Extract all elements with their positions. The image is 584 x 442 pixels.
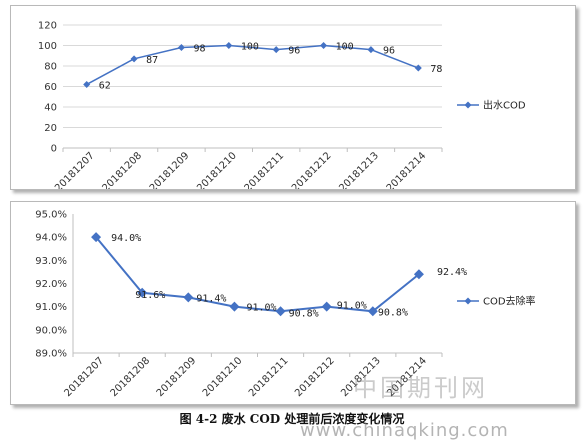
- data-label: 92.4%: [437, 267, 467, 278]
- series-line: [95, 236, 420, 313]
- y-tick-label: 120: [38, 21, 57, 32]
- data-label: 91.0%: [246, 303, 276, 314]
- data-label: 96: [288, 46, 300, 57]
- x-tick-label: 20181209: [148, 150, 192, 189]
- data-label: 91.0%: [337, 301, 367, 312]
- chart-panel-removal-rate: 89.0% 90.0% 91.0% 92.0% 93.0% 94.0% 95.0% 20181…: [10, 201, 576, 405]
- data-point: [414, 64, 422, 72]
- y-tick-label: 0: [51, 144, 57, 155]
- y-tick-label: 93.0%: [35, 256, 67, 267]
- data-label: 100: [241, 42, 259, 53]
- x-tick-label: 20181211: [247, 355, 291, 399]
- y-tick-label: 80: [44, 62, 57, 73]
- y-tick-label: 100: [38, 41, 57, 52]
- data-point: [225, 42, 233, 49]
- data-label: 98: [193, 44, 205, 55]
- data-label: 62: [99, 80, 111, 91]
- legend-marker: [464, 297, 472, 305]
- x-tick-label: 20181212: [293, 355, 337, 399]
- y-tick-label: 91.0%: [35, 302, 67, 313]
- chart-panel-cod: 0 20 40 60 80 100 120 20181207 20181208 20181209 2…: [10, 5, 576, 190]
- data-point: [413, 269, 424, 280]
- x-tick-label: 20181207: [62, 355, 106, 399]
- data-label: 91.4%: [196, 293, 226, 304]
- y-tick-label: 95.0%: [35, 210, 67, 221]
- series-line: [86, 44, 419, 86]
- x-tick-label: 20181208: [100, 150, 144, 189]
- removal-rate-line-chart: 89.0% 90.0% 91.0% 92.0% 93.0% 94.0% 95.0% 20181…: [35, 210, 536, 400]
- data-label: 94.0%: [111, 233, 141, 244]
- x-tick-label: 20181207: [53, 150, 97, 189]
- legend-label: 出水COD: [483, 99, 526, 112]
- data-label: 96: [383, 46, 395, 57]
- y-tick-label: 94.0%: [35, 233, 67, 244]
- data-point: [229, 301, 240, 312]
- x-tick-label: 20181209: [155, 355, 199, 399]
- y-tick-label: 40: [44, 103, 57, 114]
- figure-caption: 图 4-2 废水 COD 处理前后浓度变化情况: [179, 412, 405, 426]
- data-point: [275, 306, 286, 317]
- data-point: [367, 306, 378, 317]
- data-point: [177, 44, 185, 52]
- watermark-url: www.chinaqking.com: [300, 420, 509, 441]
- x-tick-label: 20181208: [109, 355, 153, 399]
- data-label: 87: [146, 55, 158, 66]
- legend-label: COD去除率: [483, 295, 536, 308]
- y-tick-label: 20: [44, 123, 57, 134]
- y-tick-label: 90.0%: [35, 325, 67, 336]
- legend-marker: [464, 101, 472, 109]
- x-tick-label: 20181213: [337, 150, 381, 189]
- data-label: 100: [336, 42, 354, 53]
- data-label: 78: [430, 64, 442, 75]
- x-tick-label: 20181211: [243, 150, 287, 189]
- data-label: 90.8%: [289, 308, 319, 319]
- data-point: [183, 292, 194, 303]
- x-tick-label: 20181210: [195, 150, 239, 189]
- data-point: [321, 301, 332, 312]
- data-label: 91.6%: [135, 290, 165, 301]
- x-tick-label: 20181212: [290, 150, 334, 189]
- data-point: [367, 46, 375, 54]
- x-tick-label: 20181210: [201, 355, 245, 399]
- data-point: [130, 55, 138, 63]
- data-point: [320, 42, 328, 49]
- data-point: [91, 232, 102, 243]
- x-tick-label: 20181214: [385, 150, 429, 189]
- data-label: 90.8%: [378, 307, 408, 318]
- y-tick-label: 92.0%: [35, 279, 67, 290]
- y-tick-label: 89.0%: [35, 349, 67, 360]
- data-point: [272, 46, 280, 54]
- watermark-chinese: 中国期刊网: [353, 374, 488, 402]
- y-tick-label: 60: [44, 82, 57, 93]
- data-point: [137, 287, 148, 298]
- data-point: [83, 80, 91, 88]
